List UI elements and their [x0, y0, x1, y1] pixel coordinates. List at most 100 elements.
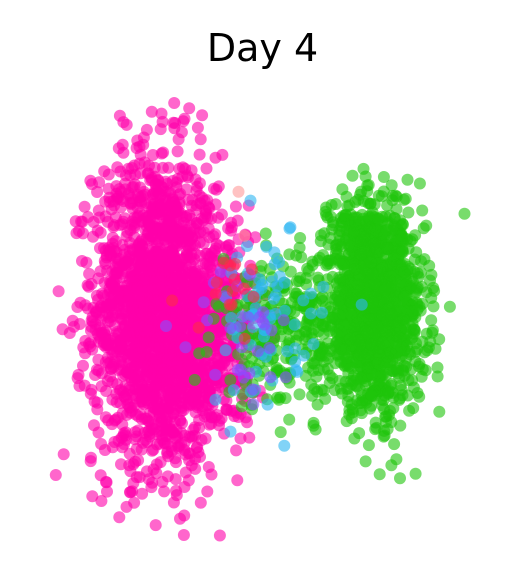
scatter-point	[196, 109, 208, 121]
scatter-point	[212, 212, 224, 224]
scatter-point	[142, 168, 154, 180]
scatter-point	[79, 201, 91, 213]
scatter-point	[127, 458, 139, 470]
scatter-point	[414, 178, 426, 190]
scatter-point	[459, 208, 471, 220]
scatter-point	[152, 332, 164, 344]
scatter-point	[77, 360, 89, 372]
scatter-point	[426, 327, 438, 339]
scatter-point	[252, 345, 264, 357]
scatter-point	[190, 173, 202, 185]
scatter-point	[188, 253, 200, 265]
scatter-point	[294, 388, 306, 400]
scatter-point	[155, 123, 167, 135]
scatter-point	[238, 283, 250, 295]
scatter-point	[352, 279, 364, 291]
scatter-point	[100, 476, 112, 488]
scatter-point	[189, 421, 201, 433]
scatter-point	[197, 391, 209, 403]
scatter-point	[166, 295, 178, 307]
scatter-point	[93, 212, 105, 224]
scatter-point	[298, 350, 310, 362]
scatter-point	[313, 325, 325, 337]
scatter-point	[195, 133, 207, 145]
scatter-point	[268, 246, 280, 258]
scatter-point	[355, 186, 367, 198]
scatter-point	[100, 385, 112, 397]
scatter-point	[283, 414, 295, 426]
scatter-point	[109, 320, 121, 332]
scatter-point	[433, 406, 445, 418]
scatter-point	[342, 383, 354, 395]
scatter-point	[220, 344, 232, 356]
scatter-point	[132, 189, 144, 201]
scatter-point	[346, 412, 358, 424]
scatter-point	[116, 419, 128, 431]
scatter-point	[275, 426, 287, 438]
scatter-point	[404, 348, 416, 360]
scatter-point	[119, 244, 131, 256]
scatter-point	[120, 329, 132, 341]
scatter-point	[390, 190, 402, 202]
scatter-point	[425, 269, 437, 281]
scatter-point	[363, 212, 375, 224]
scatter-point	[278, 314, 290, 326]
scatter-point	[416, 205, 428, 217]
scatter-point	[230, 201, 242, 213]
scatter-point	[171, 237, 183, 249]
scatter-point	[183, 474, 195, 486]
scatter-point	[194, 149, 206, 161]
scatter-point	[186, 200, 198, 212]
scatter-point	[178, 529, 190, 541]
scatter-point	[225, 426, 237, 438]
scatter-point	[128, 222, 140, 234]
scatter-point	[189, 374, 201, 386]
scatter-point	[153, 199, 165, 211]
scatter-point	[345, 292, 357, 304]
scatter-point	[230, 444, 242, 456]
scatter-point	[101, 333, 113, 345]
scatter-point	[191, 441, 203, 453]
scatter-point	[138, 132, 150, 144]
scatter-point	[170, 374, 182, 386]
scatter-point	[239, 333, 251, 345]
scatter-point	[228, 384, 240, 396]
scatter-point	[209, 369, 221, 381]
scatter-point	[326, 372, 338, 384]
scatter-point	[346, 362, 358, 374]
scatter-point	[167, 277, 179, 289]
scatter-point	[413, 361, 425, 373]
scatter-point	[201, 346, 213, 358]
scatter-point	[198, 296, 210, 308]
scatter-point	[271, 392, 283, 404]
scatter-point	[158, 485, 170, 497]
scatter-point	[403, 405, 415, 417]
scatter-points	[50, 97, 471, 542]
scatter-point	[232, 364, 244, 376]
scatter-point	[245, 195, 257, 207]
scatter-point	[191, 364, 203, 376]
scatter-point	[216, 412, 228, 424]
scatter-point	[138, 427, 150, 439]
scatter-point	[349, 216, 361, 228]
scatter-point	[385, 459, 397, 471]
scatter-point	[297, 294, 309, 306]
scatter-point	[243, 432, 255, 444]
scatter-point	[278, 440, 290, 452]
scatter-point	[263, 342, 275, 354]
scatter-point	[247, 383, 259, 395]
scatter-point	[203, 331, 215, 343]
scatter-point	[392, 235, 404, 247]
scatter-point	[260, 228, 272, 240]
scatter-point	[74, 380, 86, 392]
scatter-point	[231, 474, 243, 486]
scatter-point	[225, 217, 237, 229]
scatter-point	[210, 394, 222, 406]
scatter-point	[233, 186, 245, 198]
scatter-point	[90, 324, 102, 336]
scatter-point	[336, 183, 348, 195]
scatter-point	[140, 265, 152, 277]
scatter-point	[280, 371, 292, 383]
scatter-point	[195, 497, 207, 509]
